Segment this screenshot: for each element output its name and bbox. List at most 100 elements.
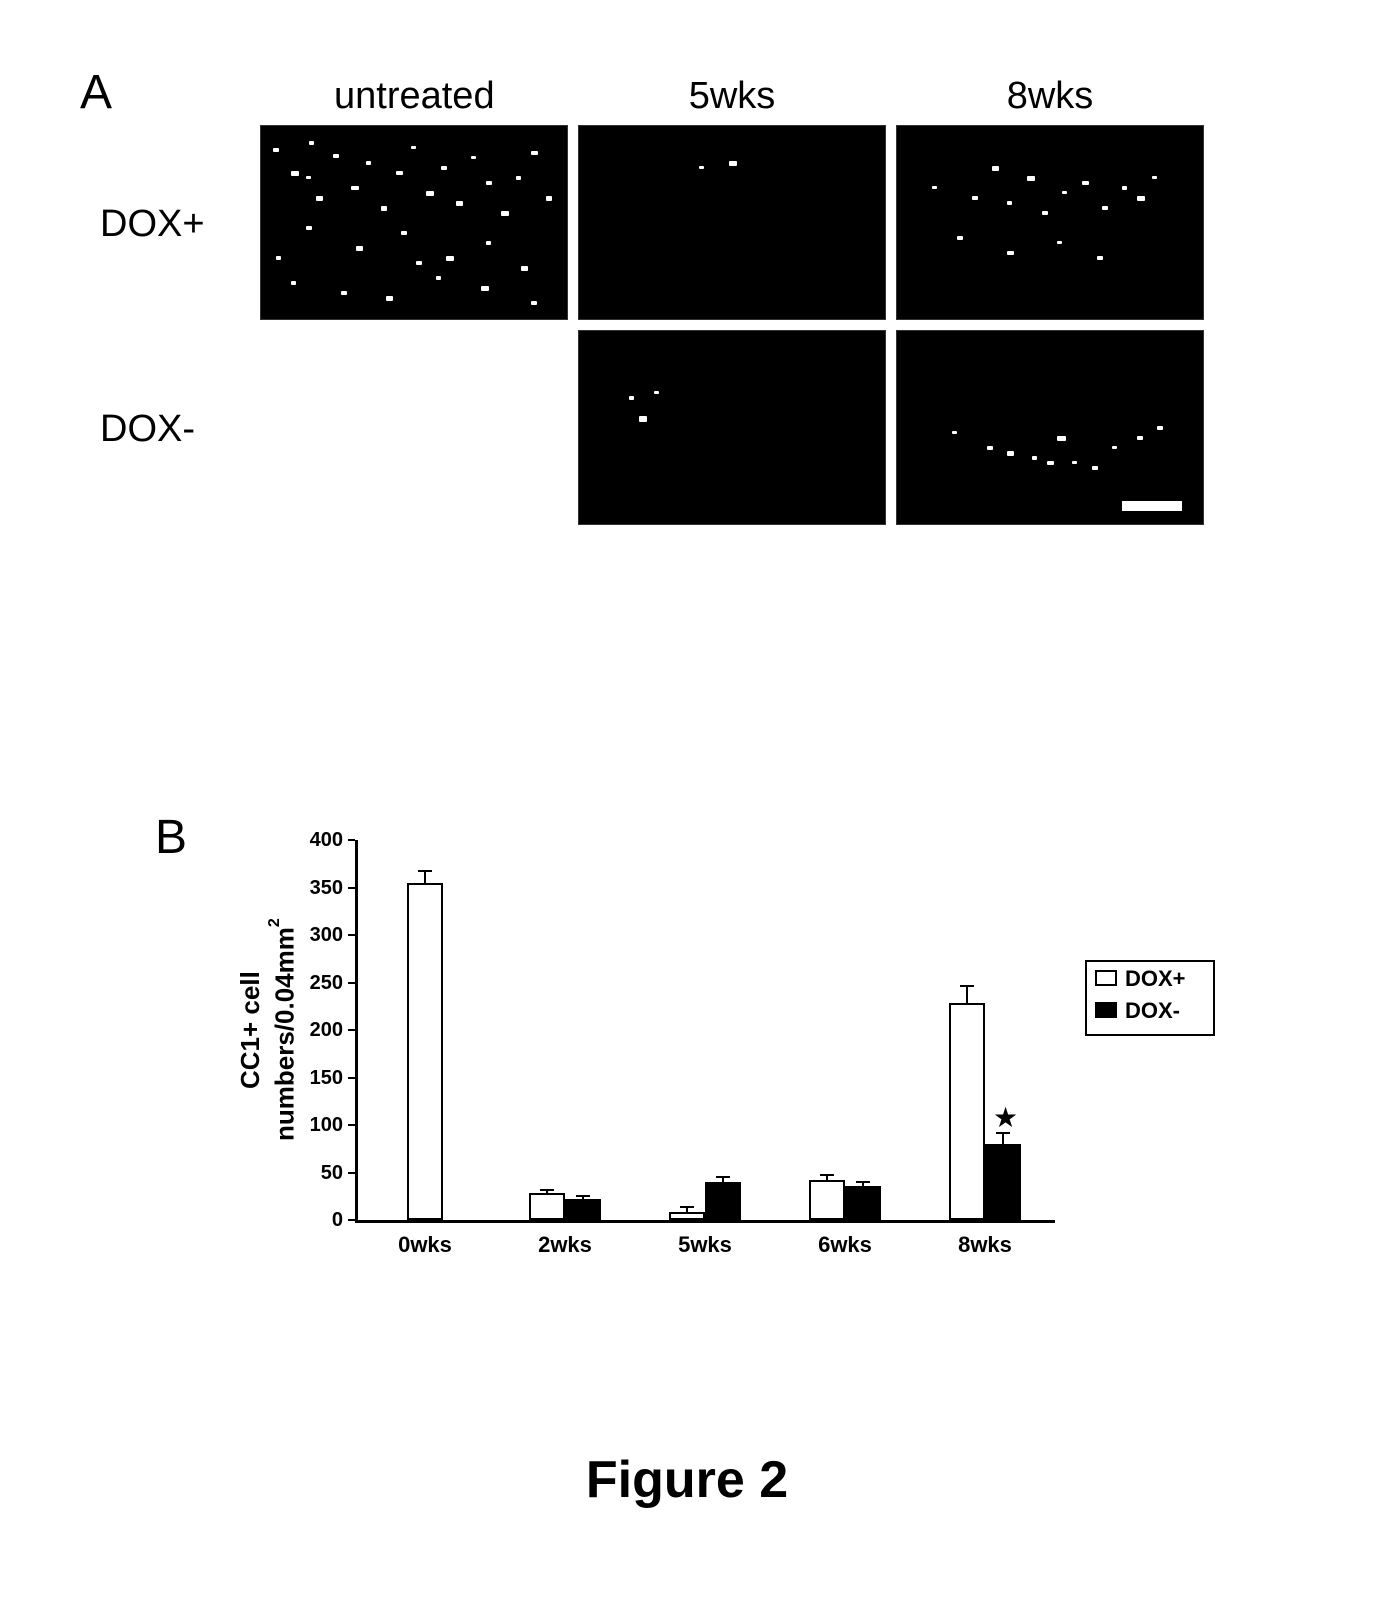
error-bar-cap [856,1181,870,1183]
cell-spot [1072,461,1077,464]
chart-bar [529,1193,565,1220]
y-axis [355,840,358,1223]
y-tick-label: 100 [305,1114,343,1137]
error-bar-cap [680,1206,694,1208]
cell-spot [987,446,993,450]
microscopy-image [896,330,1204,525]
cell-spot [446,256,454,261]
panel-a-col-label: 8wks [970,75,1130,118]
cell-spot [1007,451,1014,456]
cell-spot [291,281,296,285]
cell-spot [381,206,387,211]
cell-spot [396,171,403,175]
cell-spot [356,246,363,251]
cell-spot [366,161,371,165]
panel-a-row-label: DOX+ [100,203,205,246]
y-tick-label: 0 [305,1209,343,1232]
cell-spot [306,176,311,179]
y-tick-label: 50 [305,1162,343,1185]
cell-spot [1062,191,1067,194]
cell-spot [426,191,434,196]
cell-spot [456,201,463,206]
error-bar-cap [418,870,432,872]
cell-spot [1007,251,1014,255]
x-axis [355,1220,1055,1223]
cell-spot [1122,186,1127,190]
panel-a-col-label: 5wks [652,75,812,118]
chart-bar [949,1003,985,1220]
scale-bar [1122,501,1182,511]
cell-spot [481,286,489,291]
chart-bar [565,1199,601,1220]
y-tick [348,1077,355,1079]
cell-spot [486,241,491,245]
error-bar [424,871,426,882]
cell-spot [1027,176,1035,181]
cell-spot [1102,206,1108,210]
cell-spot [729,161,737,166]
cell-spot [952,431,957,434]
cell-spot [1057,436,1066,441]
cell-spot [1042,211,1048,215]
microscopy-image [578,330,886,525]
y-tick [348,982,355,984]
y-tick-label: 250 [305,972,343,995]
microscopy-image [578,125,886,320]
cell-spot [273,148,279,152]
cell-spot [291,171,299,176]
cell-spot [411,146,416,149]
microscopy-image [896,125,1204,320]
cell-spot [1112,446,1117,449]
y-tick-label: 350 [305,877,343,900]
cell-spot [932,186,937,189]
cell-spot [386,296,393,301]
cell-spot [333,154,339,158]
error-bar [966,986,968,1003]
cell-spot [1092,466,1098,470]
panel-a-col-label: untreated [334,75,494,118]
chart-bar [985,1144,1021,1220]
y-tick [348,934,355,936]
legend-label: DOX+ [1125,966,1186,992]
error-bar-cap [540,1189,554,1191]
chart-bar [845,1186,881,1220]
y-tick-label: 200 [305,1019,343,1042]
cell-spot [401,231,407,235]
legend-label: DOX- [1125,998,1180,1024]
cell-spot [1137,196,1145,201]
cell-spot [992,166,999,171]
y-tick [348,887,355,889]
cell-spot [1057,241,1062,244]
cell-spot [341,291,347,295]
microscopy-image [260,125,568,320]
cell-spot [654,391,659,394]
chart-bar [669,1212,705,1220]
y-tick-label: 150 [305,1067,343,1090]
y-tick [348,1219,355,1221]
cell-spot [306,226,312,230]
x-tick-label: 2wks [515,1232,615,1258]
cell-spot [436,276,441,280]
cell-spot [1032,456,1037,460]
cell-spot [531,151,538,155]
cell-spot [699,166,704,169]
significance-star: ★ [993,1101,1018,1134]
legend-swatch [1095,1002,1117,1018]
y-tick-label: 300 [305,924,343,947]
cell-spot [486,181,492,185]
error-bar [1002,1133,1004,1144]
cell-spot [629,396,634,400]
y-axis-label: CC1+ cellnumbers/0.04mm2 [235,880,301,1180]
cell-spot [521,266,528,271]
cell-spot [1152,176,1157,179]
figure-caption: Figure 2 [0,1450,1374,1510]
cell-spot [1082,181,1089,185]
cell-spot [546,196,552,201]
y-tick [348,1029,355,1031]
y-tick [348,1172,355,1174]
x-tick-label: 6wks [795,1232,895,1258]
error-bar-cap [576,1195,590,1197]
cell-spot [1157,426,1163,430]
error-bar-cap [716,1176,730,1178]
cell-spot [351,186,359,190]
